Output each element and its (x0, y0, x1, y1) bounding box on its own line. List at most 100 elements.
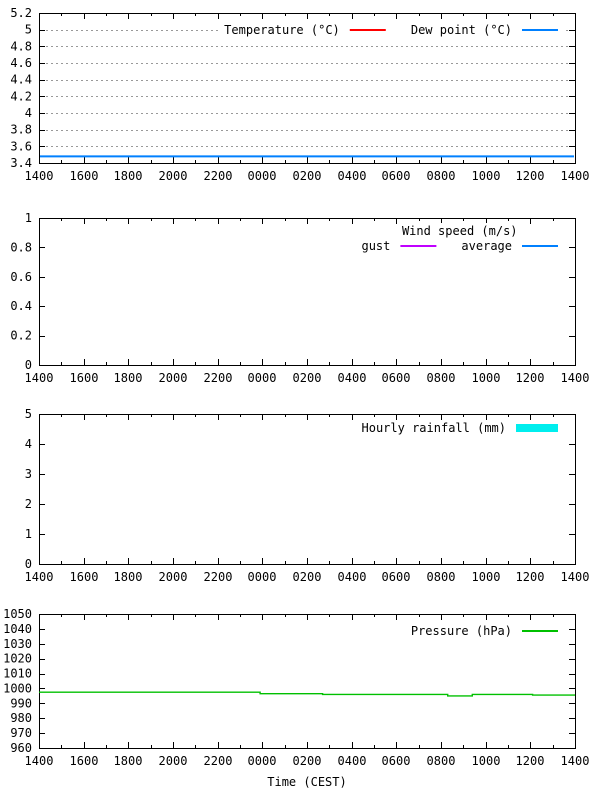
x-tick-label: 1800 (114, 570, 143, 584)
legend-background (357, 420, 564, 436)
x-tick-label: 1800 (114, 754, 143, 768)
x-tick-label: 1200 (516, 754, 545, 768)
y-tick-label: 4.2 (10, 89, 32, 103)
x-tick-label: 1400 (25, 570, 54, 584)
x-tick-label: 0600 (382, 371, 411, 385)
legend-label: Pressure (hPa) (411, 624, 512, 638)
x-tick-label: 1000 (472, 570, 501, 584)
x-tick-label: 0600 (382, 754, 411, 768)
x-tick-label: 0800 (427, 754, 456, 768)
x-tick-label: 1000 (472, 754, 501, 768)
x-tick-label: 1000 (472, 371, 501, 385)
x-tick-label: 1200 (516, 371, 545, 385)
x-tick-label: 1400 (561, 570, 590, 584)
x-tick-label: 0200 (293, 169, 322, 183)
y-tick-label: 980 (10, 711, 32, 725)
x-tick-label: 1800 (114, 169, 143, 183)
y-tick-label: 1050 (3, 607, 32, 621)
x-tick-label: 2000 (159, 371, 188, 385)
x-tick-label: 0000 (248, 169, 277, 183)
x-tick-label: 1400 (25, 169, 54, 183)
x-tick-label: 0400 (338, 570, 367, 584)
y-tick-label: 1030 (3, 637, 32, 651)
y-tick-label: 4.6 (10, 56, 32, 70)
legend-background (406, 623, 564, 639)
x-tick-label: 0200 (293, 570, 322, 584)
pressure-line (39, 691, 575, 697)
y-tick-label: 4.8 (10, 39, 32, 53)
chart-temperature-dewpoint: 3.4 3.6 3.8 4 4.2 4.4 4.6 4.8 5 5.2 1400 1600 1800 20… (10, 6, 589, 183)
chart-wind-speed: 0 0.2 0.4 0.6 0.8 1 1400 1600 1800 2000 2200 0000 02… (10, 211, 589, 385)
y-tick-label: 5.2 (10, 6, 32, 20)
x-tick-label: 1600 (70, 570, 99, 584)
y-tick-label: 0.2 (10, 329, 32, 343)
y-tick-label: 1 (25, 527, 32, 541)
x-tick-label: 0200 (293, 371, 322, 385)
x-axis-title: Time (CEST) (267, 775, 346, 789)
x-tick-label: 0000 (248, 570, 277, 584)
y-tick-label: 0.8 (10, 240, 32, 254)
y-tick-label: 0 (25, 557, 32, 571)
legend-label: Dew point (°C) (411, 23, 512, 37)
x-tick-label: 2000 (159, 169, 188, 183)
y-tick-label: 1020 (3, 652, 32, 666)
y-tick-label: 4.4 (10, 73, 32, 87)
x-tick-label: 2200 (204, 371, 233, 385)
plot-border (39, 414, 576, 565)
x-tick-label: 1600 (70, 371, 99, 385)
legend-label: gust (361, 239, 390, 253)
y-tick-label: 1 (25, 211, 32, 225)
chart-hourly-rainfall: 0 1 2 3 4 5 1400 1600 1800 2000 2200 0000 0200 0400 06… (25, 407, 590, 584)
x-tick-label: 0800 (427, 169, 456, 183)
y-tick-label: 3.4 (10, 156, 32, 170)
y-tick-label: 1010 (3, 667, 32, 681)
x-tick-label: 0200 (293, 754, 322, 768)
legend-sample-box (516, 424, 558, 432)
x-tick-label: 1400 (561, 169, 590, 183)
x-tick-label: 1600 (70, 169, 99, 183)
y-tick-label: 4 (25, 106, 32, 120)
y-tick-label: 1040 (3, 622, 32, 636)
legend-background (220, 22, 564, 38)
x-tick-label: 0400 (338, 371, 367, 385)
x-tick-label: 0800 (427, 570, 456, 584)
legend-label: average (461, 239, 512, 253)
x-tick-label: 0000 (248, 371, 277, 385)
y-tick-label: 5 (25, 23, 32, 37)
x-tick-label: 0400 (338, 169, 367, 183)
y-tick-label: 990 (10, 696, 32, 710)
x-tick-label: 2000 (159, 754, 188, 768)
x-tick-label: 1800 (114, 371, 143, 385)
y-tick-label: 0.6 (10, 270, 32, 284)
x-tick-label: 0400 (338, 754, 367, 768)
y-tick-label: 0 (25, 358, 32, 372)
x-tick-label: 1200 (516, 570, 545, 584)
y-tick-label: 970 (10, 726, 32, 740)
y-tick-label: 1000 (3, 681, 32, 695)
y-tick-label: 5 (25, 407, 32, 421)
x-tick-label: 2200 (204, 570, 233, 584)
y-tick-label: 3.6 (10, 139, 32, 153)
legend-label: Hourly rainfall (mm) (362, 421, 507, 435)
x-tick-label: 1400 (561, 754, 590, 768)
chart-pressure: 9609709809901000101010201030104010501400… (3, 607, 589, 789)
x-tick-label: 0800 (427, 371, 456, 385)
x-tick-label: 1400 (25, 754, 54, 768)
y-tick-label: 960 (10, 741, 32, 755)
x-tick-label: 2200 (204, 754, 233, 768)
x-tick-label: 1400 (25, 371, 54, 385)
x-tick-label: 1200 (516, 169, 545, 183)
x-tick-label: 1400 (561, 371, 590, 385)
y-tick-label: 2 (25, 497, 32, 511)
legend-label: Temperature (°C) (224, 23, 340, 37)
legend-title: Wind speed (m/s) (402, 224, 518, 238)
x-tick-label: 2200 (204, 169, 233, 183)
x-tick-label: 1000 (472, 169, 501, 183)
y-tick-label: 3 (25, 467, 32, 481)
y-tick-label: 4 (25, 437, 32, 451)
x-tick-label: 0600 (382, 570, 411, 584)
x-tick-label: 0000 (248, 754, 277, 768)
x-tick-label: 2000 (159, 570, 188, 584)
y-tick-label: 0.4 (10, 299, 32, 313)
